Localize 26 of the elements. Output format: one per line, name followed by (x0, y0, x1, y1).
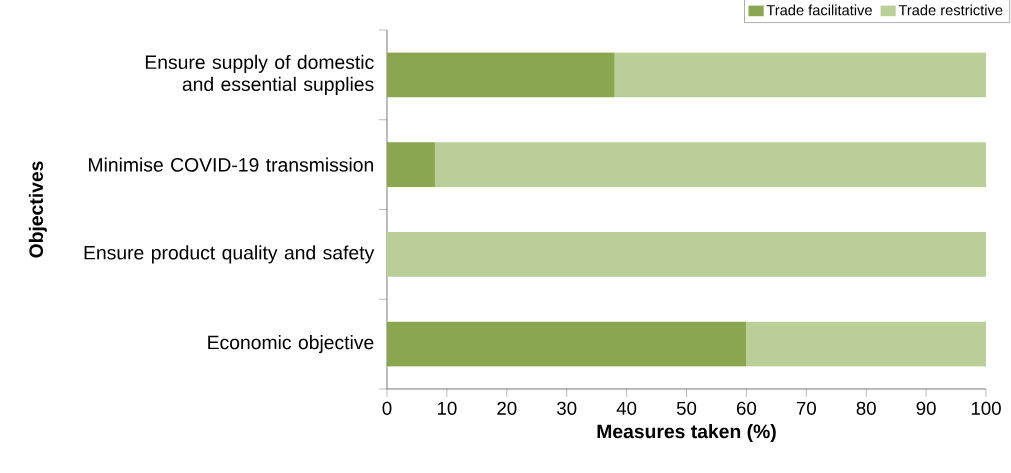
bar (746, 321, 986, 367)
x-tick-label: 80 (856, 401, 876, 415)
legend-label: Trade facilitative (766, 4, 872, 16)
x-axis-title: Measures taken (%) (597, 424, 776, 443)
x-tick-label: 40 (616, 401, 637, 415)
x-tick-label: 60 (736, 401, 757, 415)
x-tick-label: 0 (382, 401, 392, 415)
x-tick-label: 50 (676, 401, 697, 415)
bar (387, 231, 986, 277)
legend-label: Trade restrictive (898, 4, 1003, 16)
x-tick-label: 70 (796, 401, 816, 415)
x-tick-label: 30 (557, 401, 577, 415)
y-tick-label: Ensure product quality and safety (84, 245, 375, 264)
y-tick-label: Economic objective (208, 335, 374, 354)
bar (387, 142, 435, 188)
bar (434, 142, 986, 188)
x-tick-label: 90 (916, 401, 936, 415)
bar (387, 321, 747, 367)
x-tick-label: 20 (497, 401, 517, 415)
bar (387, 52, 615, 98)
bar (614, 52, 986, 98)
y-tick-label: Ensure supply of domestic and essential supplies (145, 54, 374, 95)
x-tick-label: 100 (971, 401, 1001, 415)
x-tick-label: 10 (437, 401, 457, 415)
y-tick-label: Minimise COVID-19 transmission (89, 157, 373, 172)
y-axis-title: Objectives (28, 161, 47, 258)
